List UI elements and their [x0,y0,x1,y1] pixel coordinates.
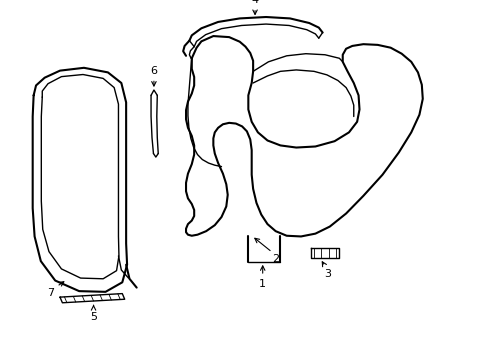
Text: 7: 7 [47,288,54,298]
Text: 2: 2 [272,254,279,264]
Text: 6: 6 [150,66,157,76]
Text: 4: 4 [251,0,258,5]
Text: 5: 5 [90,311,97,321]
Text: 3: 3 [323,269,330,279]
Text: 1: 1 [259,279,265,289]
